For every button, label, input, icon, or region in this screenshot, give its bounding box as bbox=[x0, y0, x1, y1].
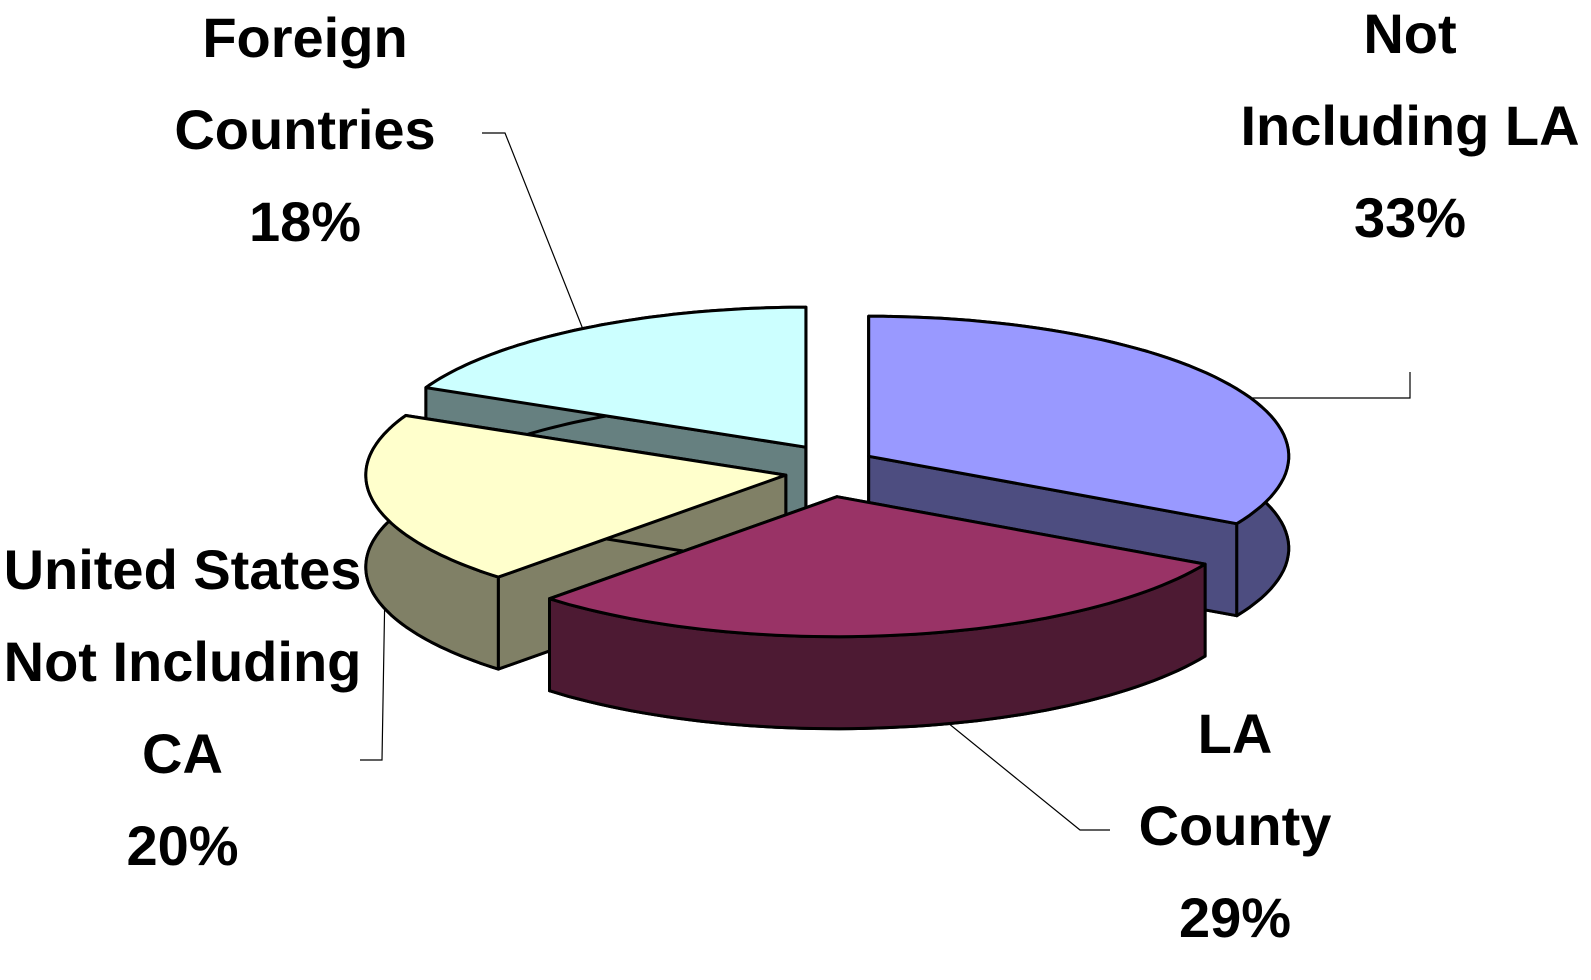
pie-slice bbox=[548, 495, 1207, 639]
pie-slice bbox=[424, 305, 808, 449]
pie-slice bbox=[364, 414, 788, 579]
category-label: United States Not Including CA bbox=[3, 538, 362, 785]
category-label: LA County bbox=[1138, 702, 1332, 857]
leader-lines bbox=[360, 132, 1411, 831]
leader-line bbox=[894, 679, 1110, 831]
slice-label: Not Including LA 33% bbox=[1240, 0, 1580, 264]
leader-line bbox=[1240, 372, 1411, 399]
pie bbox=[364, 305, 1291, 731]
value-label: 33% bbox=[1353, 186, 1467, 249]
slice-label: Foreign Countries 18% bbox=[120, 0, 490, 268]
value-label: 29% bbox=[1178, 886, 1292, 949]
leader-line bbox=[482, 132, 593, 353]
pie-slice bbox=[867, 314, 1291, 526]
value-label: 20% bbox=[126, 814, 239, 877]
slice-label: LA County 29% bbox=[1080, 688, 1390, 964]
slice-label: United States Not Including CA 20% bbox=[0, 524, 365, 892]
leader-line bbox=[360, 584, 386, 761]
category-label: Foreign Countries bbox=[174, 6, 436, 161]
category-label: Not Including LA bbox=[1240, 2, 1580, 157]
value-label: 18% bbox=[248, 190, 362, 253]
